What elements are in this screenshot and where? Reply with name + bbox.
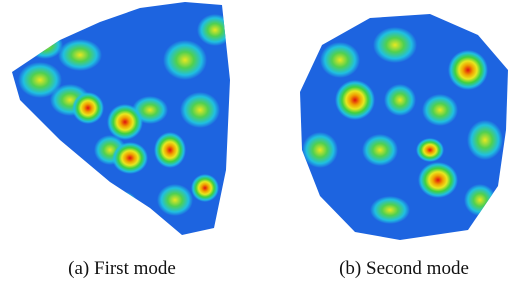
figure: (a) First mode (b) Second mode xyxy=(0,0,516,288)
first-mode-plot xyxy=(0,0,250,250)
caption: (b) Second mode xyxy=(284,258,516,280)
second-mode-plot xyxy=(290,0,516,250)
caption: (a) First mode xyxy=(2,258,242,280)
mode-shapes xyxy=(0,0,516,250)
